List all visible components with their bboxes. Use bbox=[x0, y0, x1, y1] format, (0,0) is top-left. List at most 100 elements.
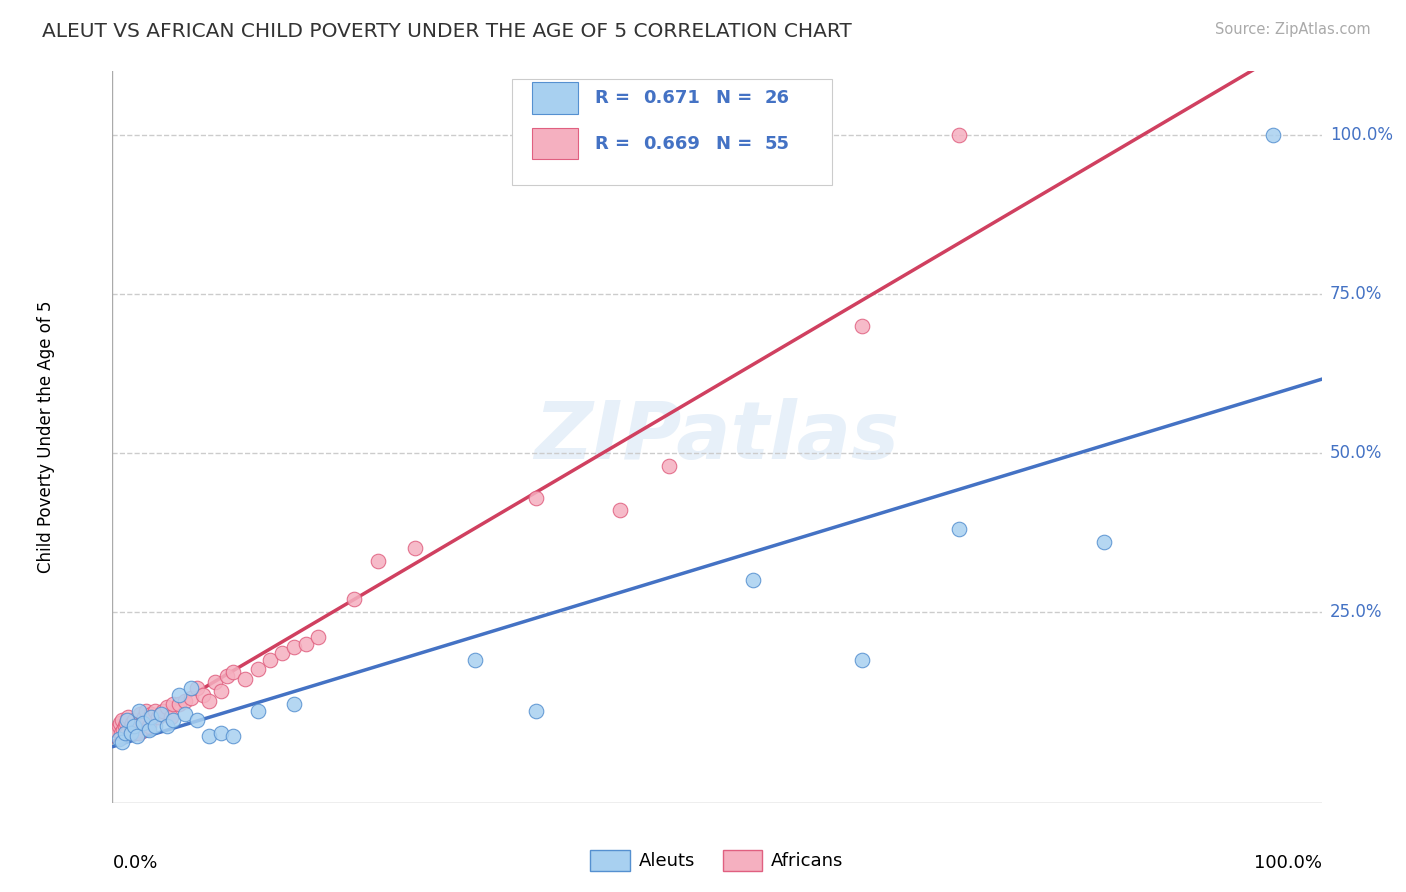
Point bbox=[117, 710, 139, 724]
Text: 0.0%: 0.0% bbox=[112, 854, 157, 872]
Point bbox=[180, 690, 202, 705]
Text: R =: R = bbox=[595, 89, 636, 107]
Point bbox=[367, 554, 389, 568]
Bar bbox=[531, 82, 578, 114]
Point bbox=[156, 700, 179, 714]
Point bbox=[127, 716, 149, 731]
Point bbox=[851, 318, 873, 333]
Point bbox=[283, 697, 305, 711]
Point bbox=[135, 704, 157, 718]
Point bbox=[307, 631, 329, 645]
Point bbox=[120, 719, 142, 733]
Point bbox=[129, 706, 152, 721]
Point bbox=[143, 719, 166, 733]
Point bbox=[270, 646, 292, 660]
Point bbox=[404, 541, 426, 556]
Text: 25.0%: 25.0% bbox=[1330, 603, 1382, 621]
Point bbox=[148, 710, 170, 724]
Point bbox=[204, 675, 226, 690]
Point bbox=[198, 694, 221, 708]
Point bbox=[186, 681, 208, 696]
Point bbox=[121, 716, 143, 731]
Point bbox=[295, 637, 318, 651]
Text: 0.669: 0.669 bbox=[644, 135, 700, 153]
Point bbox=[138, 723, 160, 737]
Point bbox=[105, 723, 128, 737]
Point bbox=[159, 710, 181, 724]
Point bbox=[524, 491, 547, 505]
Text: 55: 55 bbox=[765, 135, 789, 153]
Text: Child Poverty Under the Age of 5: Child Poverty Under the Age of 5 bbox=[37, 301, 55, 574]
Text: N =: N = bbox=[716, 89, 758, 107]
Point bbox=[198, 729, 221, 743]
Point bbox=[149, 706, 172, 721]
FancyBboxPatch shape bbox=[512, 78, 832, 185]
Point bbox=[246, 704, 269, 718]
Point bbox=[283, 640, 305, 654]
Point bbox=[108, 716, 131, 731]
Point bbox=[114, 716, 136, 731]
Point bbox=[138, 719, 160, 733]
Point bbox=[114, 719, 136, 733]
Point bbox=[1092, 535, 1115, 549]
Point bbox=[156, 719, 179, 733]
Text: 0.671: 0.671 bbox=[644, 89, 700, 107]
Point bbox=[114, 726, 136, 740]
Text: Source: ZipAtlas.com: Source: ZipAtlas.com bbox=[1215, 22, 1371, 37]
Point bbox=[191, 688, 214, 702]
Point bbox=[948, 128, 970, 142]
Point bbox=[162, 697, 184, 711]
Point bbox=[128, 726, 150, 740]
Point bbox=[120, 726, 142, 740]
Point bbox=[464, 653, 486, 667]
Point bbox=[222, 729, 245, 743]
Point bbox=[111, 735, 134, 749]
Point bbox=[149, 706, 172, 721]
Text: 75.0%: 75.0% bbox=[1330, 285, 1382, 303]
Point bbox=[209, 684, 232, 698]
Point bbox=[115, 713, 138, 727]
Point bbox=[122, 726, 145, 740]
Bar bbox=[531, 128, 578, 160]
Text: ZIPatlas: ZIPatlas bbox=[534, 398, 900, 476]
Point bbox=[186, 713, 208, 727]
Point bbox=[152, 704, 174, 718]
Point bbox=[112, 723, 135, 737]
Text: ALEUT VS AFRICAN CHILD POVERTY UNDER THE AGE OF 5 CORRELATION CHART: ALEUT VS AFRICAN CHILD POVERTY UNDER THE… bbox=[42, 22, 852, 41]
Point bbox=[609, 503, 631, 517]
Point bbox=[107, 719, 129, 733]
Point bbox=[948, 522, 970, 536]
Point bbox=[115, 726, 138, 740]
Point bbox=[222, 665, 245, 680]
Point bbox=[141, 706, 163, 721]
Point bbox=[209, 726, 232, 740]
Point bbox=[107, 732, 129, 747]
Point bbox=[524, 704, 547, 718]
Point bbox=[1263, 128, 1285, 142]
Point bbox=[343, 592, 366, 607]
Point bbox=[110, 726, 132, 740]
Text: 100.0%: 100.0% bbox=[1330, 126, 1393, 144]
Point bbox=[174, 694, 197, 708]
Point bbox=[125, 723, 148, 737]
Text: 100.0%: 100.0% bbox=[1254, 854, 1322, 872]
Legend: Aleuts, Africans: Aleuts, Africans bbox=[583, 843, 851, 878]
Point bbox=[122, 713, 145, 727]
Text: 26: 26 bbox=[765, 89, 789, 107]
Point bbox=[143, 704, 166, 718]
Text: R =: R = bbox=[595, 135, 636, 153]
Point bbox=[132, 710, 155, 724]
Point bbox=[180, 681, 202, 696]
Text: 50.0%: 50.0% bbox=[1330, 444, 1382, 462]
Point bbox=[132, 716, 155, 731]
Point bbox=[128, 704, 150, 718]
Point bbox=[658, 458, 681, 473]
Point bbox=[851, 653, 873, 667]
Point bbox=[217, 668, 239, 682]
Point bbox=[141, 710, 163, 724]
Point bbox=[122, 719, 145, 733]
Point bbox=[259, 653, 281, 667]
Point bbox=[167, 688, 190, 702]
Text: N =: N = bbox=[716, 135, 758, 153]
Point bbox=[125, 729, 148, 743]
